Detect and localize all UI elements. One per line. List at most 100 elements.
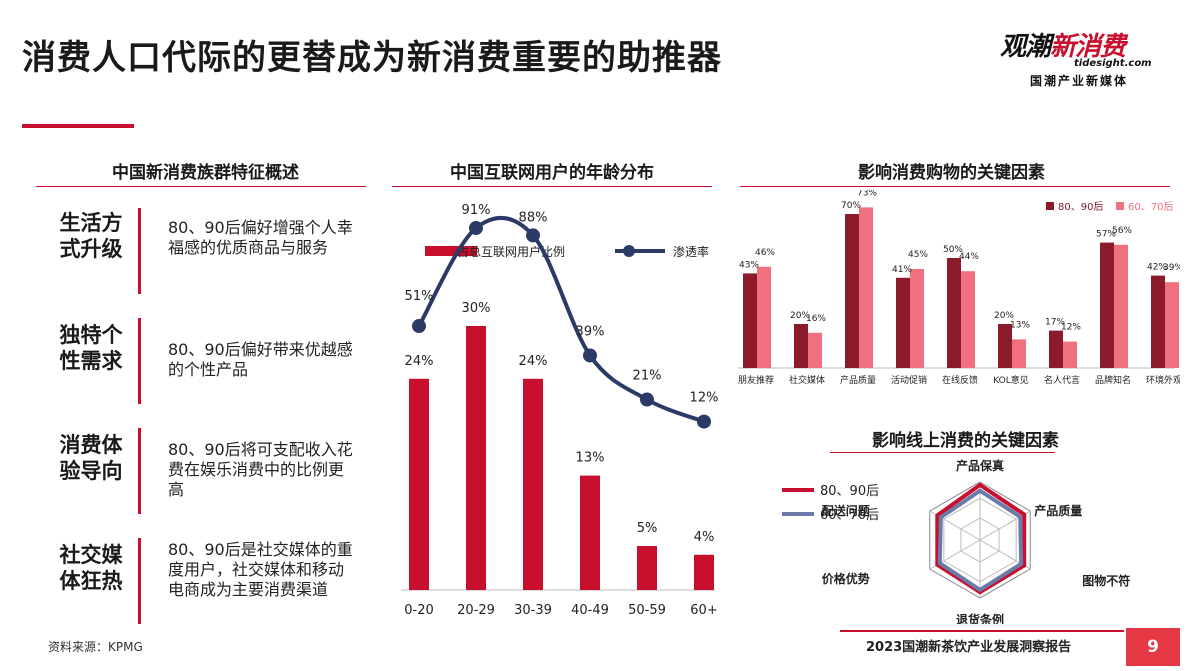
bar-value-label: 41%	[892, 265, 912, 275]
x-tick-label: 朋友推荐	[738, 374, 774, 386]
legend-label-s1: 80、90后	[820, 484, 879, 499]
penetration-point	[412, 319, 426, 334]
logo-domain: tidesight.com	[1074, 58, 1152, 69]
penetration-point	[640, 392, 654, 407]
factor-bar-s2	[757, 266, 771, 368]
age-bar	[466, 326, 486, 590]
x-tick-label: 60+	[690, 603, 717, 618]
factor-bar-s1	[794, 324, 808, 368]
legend-label-s2: 60、70后	[1128, 201, 1173, 213]
radar-axis-label: 退货条例	[956, 612, 1004, 624]
penetration-label: 88%	[519, 210, 548, 225]
bar-value-label: 43%	[739, 260, 759, 270]
factor-bar-s1	[896, 277, 910, 368]
factor-bar-s1	[1151, 275, 1165, 368]
bar-value-label: 73%	[857, 190, 877, 198]
radar-series-s2	[937, 488, 1024, 593]
bar-value-label: 16%	[806, 314, 826, 324]
x-tick-label: 30-39	[514, 603, 552, 618]
x-tick-label: 在线反馈	[942, 374, 978, 386]
factor-bar-s2	[1012, 339, 1026, 368]
bar-value-label: 42%	[1147, 263, 1167, 273]
legend-marker-line	[623, 245, 635, 257]
feature-tag: 生活方式升级	[59, 211, 123, 261]
bar-value-label: 50%	[943, 245, 963, 255]
title-underline	[22, 124, 134, 128]
bar-value-label: 56%	[1112, 226, 1132, 236]
legend-swatch-bars	[425, 246, 477, 256]
feature-divider	[138, 428, 141, 514]
age-bar	[580, 475, 600, 590]
penetration-label: 51%	[405, 289, 434, 304]
feature-desc: 80、90后偏好带来优越感的个性产品	[168, 340, 353, 379]
bar-value-label: 20%	[790, 311, 810, 321]
factor-bar-s1	[947, 258, 961, 368]
x-tick-label: 环境外观	[1146, 374, 1180, 386]
bar-value-label: 24%	[519, 354, 548, 369]
factor-bar-s2	[910, 269, 924, 368]
bar-value-label: 20%	[994, 311, 1014, 321]
x-tick-label: KOL意见	[993, 374, 1029, 386]
penetration-point	[583, 348, 597, 363]
section4-underline	[830, 452, 1055, 453]
legend-swatch-s2	[1116, 202, 1124, 210]
radar-axis-label: 配送问题	[822, 503, 871, 518]
penetration-label: 91%	[462, 203, 491, 218]
feature-divider	[138, 208, 141, 294]
x-tick-label: 产品质量	[840, 374, 876, 386]
brand-logo: 观潮新消费 tidesight.com 国潮产业新媒体	[1000, 26, 1178, 88]
radar-axis-label: 价格优势	[822, 571, 870, 586]
age-distribution-chart: 占总互联网用户比例 渗透率 24% 0-20 30% 20-29 24% 30-39 13% 40…	[401, 203, 719, 618]
penetration-point	[469, 221, 483, 236]
factor-bar-s2	[961, 271, 975, 368]
radar-axis-label: 产品质量	[1034, 503, 1082, 518]
factor-bar-s2	[1114, 244, 1128, 368]
age-bar	[637, 546, 657, 590]
penetration-label: 12%	[690, 391, 719, 406]
x-tick-label: 社交媒体	[789, 374, 825, 386]
factor-bar-s1	[998, 324, 1012, 368]
bar-value-label: 5%	[637, 521, 658, 536]
bar-value-label: 24%	[405, 354, 434, 369]
legend-swatch-s1	[1046, 202, 1054, 210]
radar-axis-label: 图物不符	[1082, 573, 1130, 588]
feature-tag: 独特个性需求	[59, 323, 123, 373]
purchase-factors-chart: 80、90后 60、70后43%46%朋友推荐20%16%社交媒体70%73%产品…	[738, 190, 1180, 386]
x-tick-label: 40-49	[571, 603, 609, 618]
bar-value-label: 30%	[462, 301, 491, 316]
bar-value-label: 57%	[1096, 230, 1116, 240]
radar-series-s1	[935, 482, 1027, 595]
feature-divider	[138, 538, 141, 624]
feature-tag: 社交媒体狂热	[59, 543, 123, 593]
penetration-label: 39%	[576, 324, 605, 339]
section1-underline	[36, 186, 366, 187]
feature-tag: 消费体验导向	[59, 433, 123, 483]
bar-value-label: 4%	[694, 530, 715, 545]
x-tick-label: 名人代言	[1044, 374, 1080, 386]
x-tick-label: 0-20	[404, 603, 434, 618]
factor-bar-s2	[1063, 341, 1077, 368]
section3-underline	[740, 186, 1170, 187]
bar-value-label: 13%	[1010, 320, 1030, 330]
bar-value-label: 46%	[755, 248, 775, 258]
factor-bar-s2	[859, 207, 873, 368]
feature-desc: 80、90后将可支配收入花费在娱乐消费中的比例更高	[168, 440, 353, 499]
x-tick-label: 品牌知名	[1095, 374, 1131, 386]
chart3-title: 影响线上消费的关键因素	[872, 431, 1059, 451]
bar-value-label: 70%	[841, 201, 861, 211]
page-title: 消费人口代际的更替成为新消费重要的助推器	[22, 38, 722, 78]
bar-value-label: 44%	[959, 252, 979, 262]
factor-bar-s1	[1049, 330, 1063, 368]
penetration-label: 21%	[633, 369, 662, 384]
x-tick-label: 20-29	[457, 603, 495, 618]
feature-desc: 80、90后偏好增强个人幸福感的优质商品与服务	[168, 218, 353, 257]
radar-axis-label: 产品保真	[956, 458, 1004, 473]
age-bar	[409, 378, 429, 590]
bar-value-label: 39%	[1163, 263, 1180, 273]
legend-label-line: 渗透率	[673, 244, 709, 259]
x-tick-label: 活动促销	[891, 374, 927, 386]
report-title: 2023国潮新茶饮产业发展洞察报告	[866, 640, 1072, 655]
factor-bar-s2	[1165, 282, 1179, 368]
section2-underline	[392, 186, 712, 187]
